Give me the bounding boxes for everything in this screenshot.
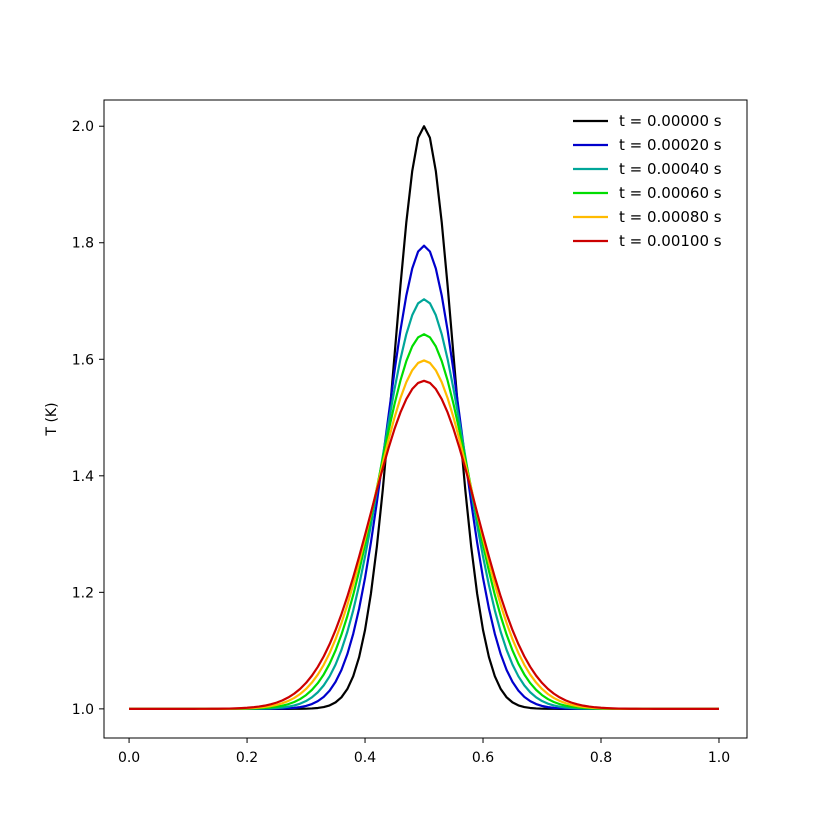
x-tick-label: 1.0 <box>708 750 730 766</box>
x-tick-label: 0.6 <box>472 750 494 766</box>
x-tick-label: 0.2 <box>236 750 258 766</box>
legend-label-1: t = 0.00020 s <box>619 136 722 154</box>
x-tick-label: 0.8 <box>590 750 612 766</box>
legend-label-2: t = 0.00040 s <box>619 160 722 178</box>
x-tick-label: 0.4 <box>354 750 376 766</box>
y-tick-label: 2.0 <box>72 119 94 135</box>
legend-label-3: t = 0.00060 s <box>619 184 722 202</box>
y-tick-label: 1.2 <box>72 585 94 601</box>
y-tick-label: 1.6 <box>72 352 94 368</box>
x-axis-ticks: 0.0 0.2 0.4 0.6 0.8 1.0 <box>118 738 730 766</box>
legend: t = 0.00000 s t = 0.00020 s t = 0.00040 s t… <box>573 112 722 250</box>
y-axis-label: T (K) <box>44 402 60 436</box>
legend-label-4: t = 0.00080 s <box>619 208 722 226</box>
y-tick-label: 1.8 <box>72 236 94 252</box>
series-line-5 <box>129 379 719 710</box>
axes-frame <box>103 99 748 739</box>
lines-layer <box>129 125 719 710</box>
x-tick-label: 0.0 <box>118 750 140 766</box>
y-tick-label: 1.4 <box>72 469 94 485</box>
y-tick-label: 1.0 <box>72 702 94 718</box>
y-axis-ticks: 1.0 1.2 1.4 1.6 1.8 2.0 <box>72 119 104 718</box>
legend-label-5: t = 0.00100 s <box>619 232 722 250</box>
plot-area <box>103 99 748 739</box>
legend-label-0: t = 0.00000 s <box>619 112 722 130</box>
